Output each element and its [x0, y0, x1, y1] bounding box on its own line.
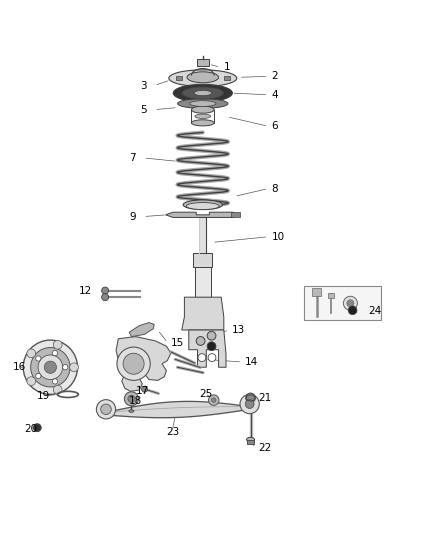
Circle shape	[44, 361, 57, 374]
Circle shape	[96, 400, 116, 419]
Circle shape	[102, 287, 109, 294]
Bar	[231, 212, 240, 217]
Circle shape	[27, 377, 35, 385]
Ellipse shape	[191, 106, 214, 113]
Ellipse shape	[178, 99, 228, 108]
Text: 23: 23	[166, 426, 180, 437]
Circle shape	[198, 354, 206, 361]
Circle shape	[101, 404, 111, 415]
Circle shape	[53, 341, 62, 349]
Circle shape	[53, 351, 58, 356]
Polygon shape	[116, 336, 171, 391]
Circle shape	[347, 300, 354, 307]
Ellipse shape	[247, 437, 254, 442]
Circle shape	[207, 342, 216, 351]
Circle shape	[35, 356, 41, 361]
Ellipse shape	[194, 91, 212, 96]
Circle shape	[124, 392, 138, 406]
Text: 14: 14	[245, 357, 258, 367]
Text: 16: 16	[13, 362, 26, 372]
Circle shape	[53, 379, 58, 384]
Bar	[176, 76, 182, 80]
Text: 4: 4	[272, 90, 278, 100]
Circle shape	[246, 393, 255, 403]
Ellipse shape	[182, 87, 224, 99]
Text: 21: 21	[258, 393, 272, 403]
Circle shape	[33, 424, 41, 432]
Ellipse shape	[173, 84, 232, 102]
Circle shape	[245, 400, 254, 408]
Bar	[247, 440, 254, 444]
Text: 18: 18	[129, 397, 142, 406]
Bar	[312, 288, 321, 296]
Circle shape	[212, 398, 216, 402]
Circle shape	[117, 347, 150, 381]
Ellipse shape	[169, 70, 237, 86]
Text: 22: 22	[258, 443, 272, 453]
Circle shape	[343, 296, 357, 310]
Text: 6: 6	[272, 122, 278, 131]
Circle shape	[208, 395, 219, 405]
Circle shape	[63, 365, 68, 370]
Ellipse shape	[187, 72, 219, 83]
Polygon shape	[189, 330, 226, 367]
Text: 9: 9	[129, 212, 136, 222]
Text: 2: 2	[272, 71, 278, 82]
Circle shape	[348, 306, 357, 314]
Polygon shape	[106, 401, 250, 418]
Circle shape	[141, 386, 148, 392]
Circle shape	[27, 349, 35, 358]
Text: 12: 12	[79, 286, 92, 296]
Bar	[199, 217, 206, 253]
Ellipse shape	[191, 120, 214, 126]
Circle shape	[38, 355, 63, 379]
Text: 24: 24	[368, 306, 381, 316]
Text: 20: 20	[24, 424, 37, 433]
Bar	[328, 293, 334, 298]
Text: 13: 13	[232, 325, 245, 335]
Bar	[193, 253, 212, 266]
Text: 7: 7	[129, 153, 136, 163]
Text: 15: 15	[171, 338, 184, 348]
Polygon shape	[182, 297, 224, 330]
Circle shape	[23, 340, 78, 394]
Text: 10: 10	[272, 232, 285, 242]
Text: 5: 5	[140, 104, 147, 115]
Circle shape	[53, 385, 62, 394]
Circle shape	[196, 336, 205, 345]
Ellipse shape	[183, 200, 223, 209]
Polygon shape	[166, 212, 240, 217]
Circle shape	[102, 294, 109, 301]
Bar	[197, 59, 209, 66]
Circle shape	[208, 354, 216, 361]
Ellipse shape	[129, 410, 134, 413]
Ellipse shape	[195, 114, 211, 118]
Text: 19: 19	[37, 391, 50, 401]
Circle shape	[123, 353, 144, 374]
Bar	[304, 286, 381, 320]
Ellipse shape	[190, 101, 216, 107]
Bar	[224, 76, 230, 80]
Text: 8: 8	[272, 183, 278, 193]
Circle shape	[240, 394, 259, 414]
Bar	[195, 266, 211, 297]
Circle shape	[31, 348, 70, 387]
Circle shape	[128, 395, 135, 402]
Ellipse shape	[187, 203, 219, 209]
Text: 17: 17	[136, 386, 149, 397]
Text: 3: 3	[140, 80, 147, 91]
Text: 1: 1	[223, 62, 230, 72]
Circle shape	[207, 332, 216, 340]
Circle shape	[70, 363, 78, 372]
Circle shape	[35, 373, 41, 378]
Polygon shape	[129, 322, 154, 336]
Text: 25: 25	[199, 389, 212, 399]
